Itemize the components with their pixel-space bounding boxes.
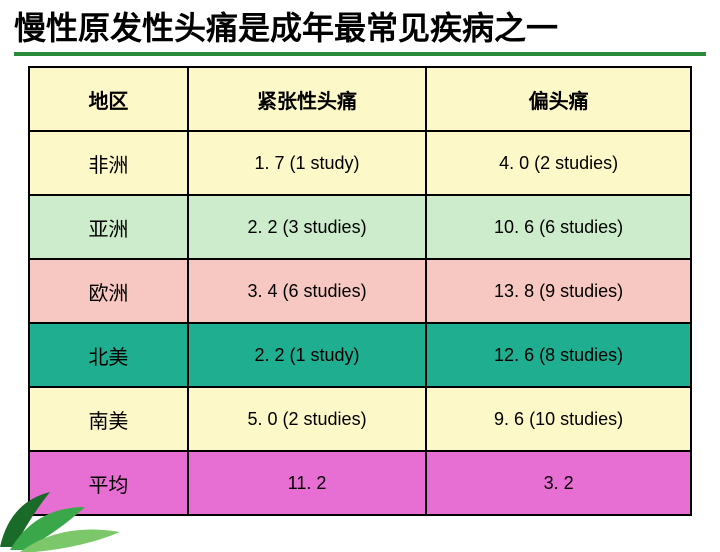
cell-tension: 11. 2	[188, 451, 426, 515]
table-row: 亚洲2. 2 (3 studies)10. 6 (6 studies)	[29, 195, 691, 259]
cell-tension: 1. 7 (1 study)	[188, 131, 426, 195]
cell-migraine: 12. 6 (8 studies)	[426, 323, 691, 387]
cell-migraine: 4. 0 (2 studies)	[426, 131, 691, 195]
col-header-tension: 紧张性头痛	[188, 67, 426, 131]
cell-region: 南美	[29, 387, 188, 451]
cell-tension: 2. 2 (1 study)	[188, 323, 426, 387]
cell-tension: 2. 2 (3 studies)	[188, 195, 426, 259]
leaf-decoration-icon	[0, 452, 130, 552]
cell-tension: 5. 0 (2 studies)	[188, 387, 426, 451]
cell-migraine: 13. 8 (9 studies)	[426, 259, 691, 323]
cell-region: 非洲	[29, 131, 188, 195]
col-header-region: 地区	[29, 67, 188, 131]
col-header-migraine: 偏头痛	[426, 67, 691, 131]
table-row: 南美5. 0 (2 studies)9. 6 (10 studies)	[29, 387, 691, 451]
table-row: 北美2. 2 (1 study)12. 6 (8 studies)	[29, 323, 691, 387]
cell-region: 欧洲	[29, 259, 188, 323]
table-header-row: 地区 紧张性头痛 偏头痛	[29, 67, 691, 131]
cell-migraine: 9. 6 (10 studies)	[426, 387, 691, 451]
table-row: 欧洲3. 4 (6 studies)13. 8 (9 studies)	[29, 259, 691, 323]
cell-migraine: 3. 2	[426, 451, 691, 515]
cell-migraine: 10. 6 (6 studies)	[426, 195, 691, 259]
cell-tension: 3. 4 (6 studies)	[188, 259, 426, 323]
page-title: 慢性原发性头痛是成年最常见疾病之一	[14, 8, 706, 48]
table-row: 非洲1. 7 (1 study)4. 0 (2 studies)	[29, 131, 691, 195]
title-underline	[14, 52, 706, 56]
cell-region: 北美	[29, 323, 188, 387]
data-table: 地区 紧张性头痛 偏头痛 非洲1. 7 (1 study)4. 0 (2 stu…	[28, 66, 692, 516]
cell-region: 亚洲	[29, 195, 188, 259]
